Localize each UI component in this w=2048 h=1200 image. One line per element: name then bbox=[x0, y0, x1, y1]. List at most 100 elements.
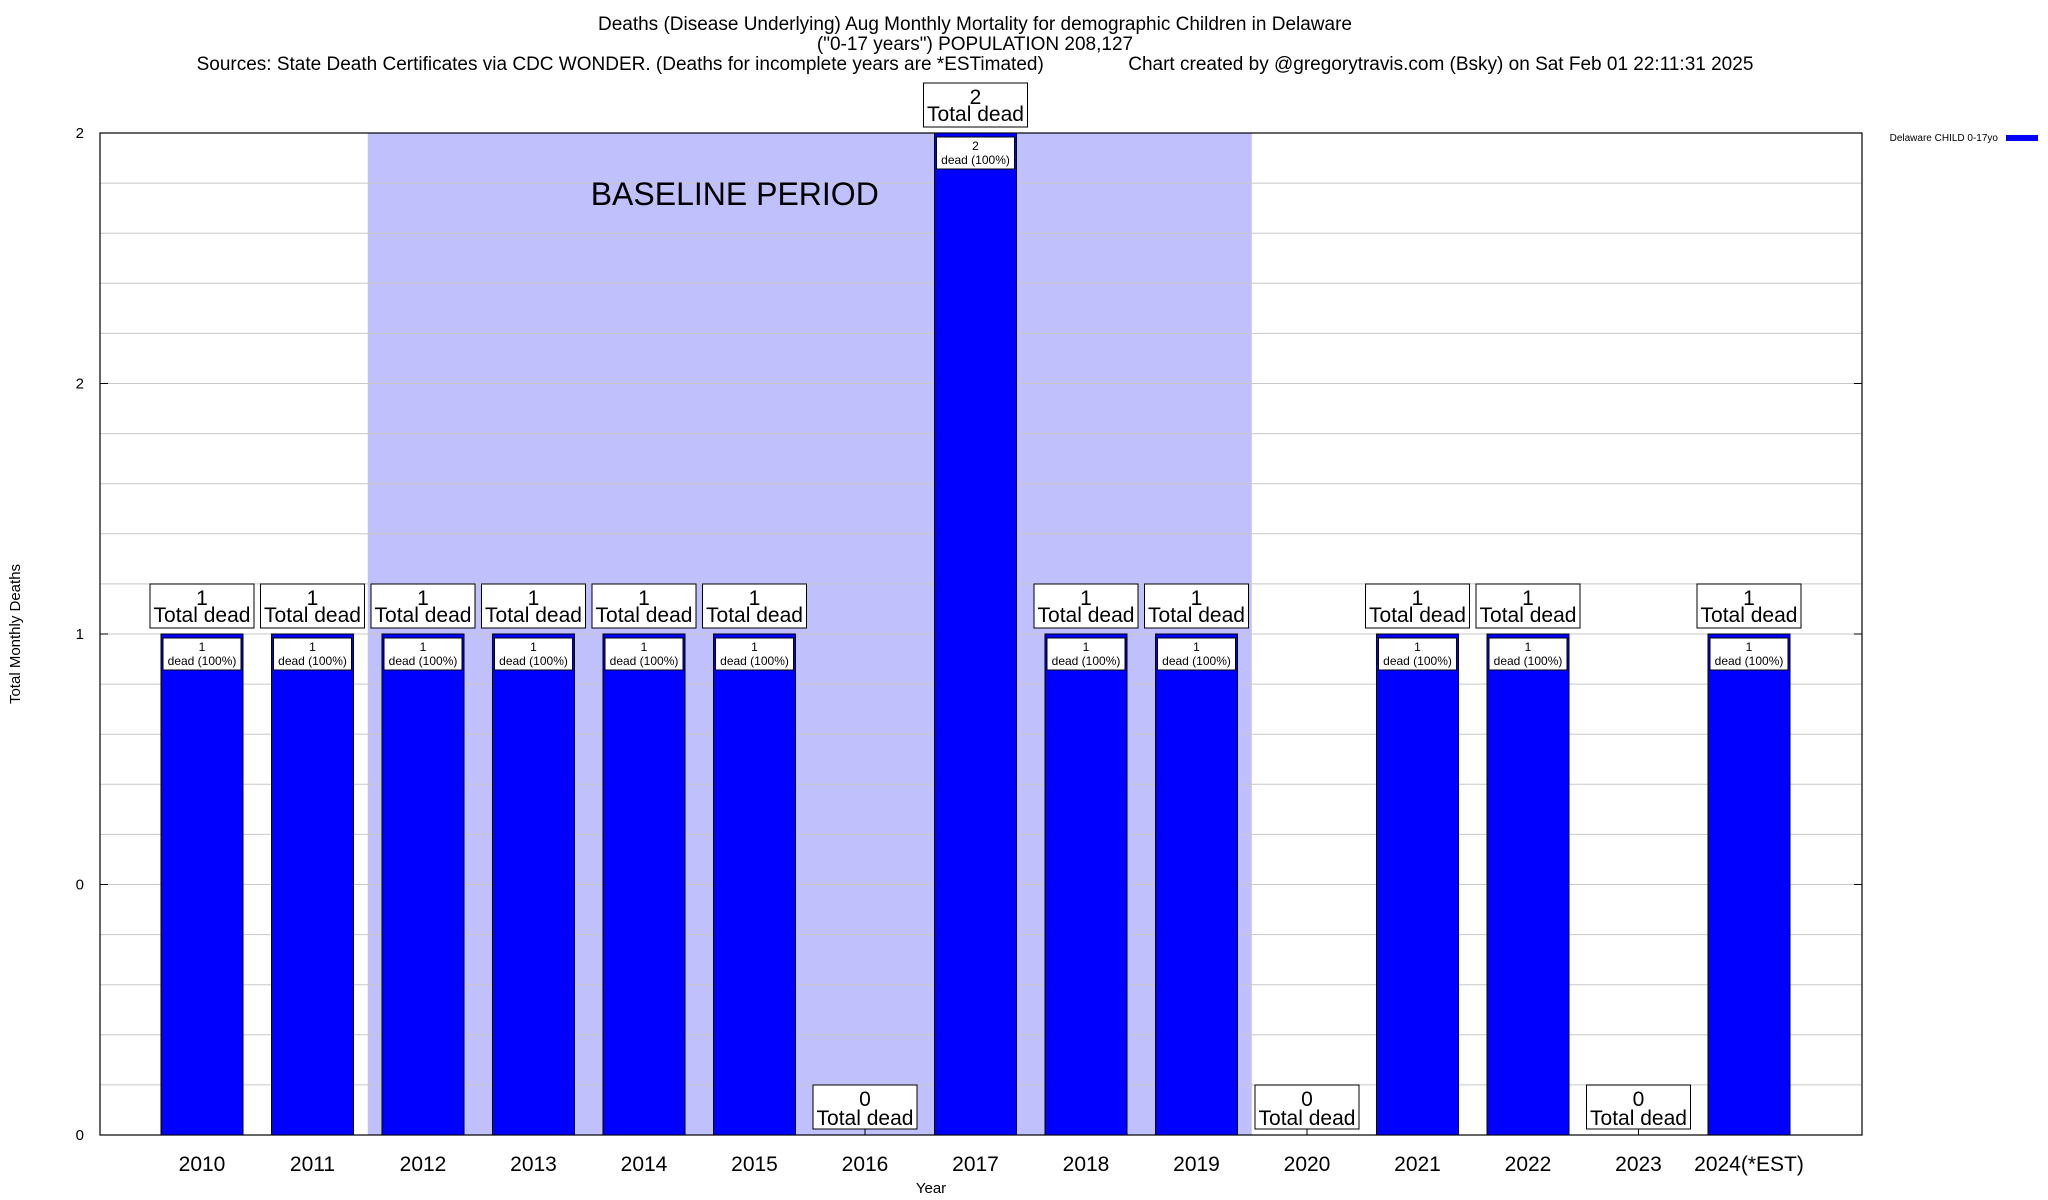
bar bbox=[1376, 633, 1459, 1136]
total-label-box bbox=[149, 583, 255, 629]
bar-percent-label: dead (100%) bbox=[499, 654, 568, 668]
total-label-box bbox=[1696, 583, 1802, 629]
total-label-box bbox=[591, 583, 697, 629]
bar-label-box bbox=[1157, 637, 1236, 671]
bar-label-box bbox=[494, 637, 573, 671]
total-text-label: Total dead bbox=[1038, 604, 1135, 627]
bar-percent-label: dead (100%) bbox=[1494, 654, 1563, 668]
bar-percent-label: dead (100%) bbox=[1162, 654, 1231, 668]
total-label-box bbox=[1475, 583, 1581, 629]
chart-subtitle: ("0-17 years") POPULATION 208,127 bbox=[816, 34, 1134, 55]
total-text-label: Total dead bbox=[485, 604, 582, 627]
total-text-label: Total dead bbox=[1480, 604, 1577, 627]
x-tick-label: 2021 bbox=[1394, 1153, 1441, 1176]
total-value-label: 1 bbox=[1191, 587, 1203, 610]
total-label-box bbox=[812, 1084, 918, 1130]
y-tick-label: 2 bbox=[76, 125, 84, 142]
total-label-box bbox=[260, 583, 365, 629]
total-value-label: 1 bbox=[1080, 587, 1092, 610]
total-value-label: 0 bbox=[1301, 1088, 1313, 1111]
x-tick-label: 2015 bbox=[731, 1153, 778, 1176]
bar bbox=[713, 633, 796, 1136]
bar-value-label: 1 bbox=[199, 640, 206, 654]
bar-percent-label: dead (100%) bbox=[1383, 654, 1452, 668]
bar-label-box bbox=[1488, 637, 1568, 671]
total-value-label: 1 bbox=[1412, 587, 1424, 610]
bar bbox=[271, 633, 354, 1136]
total-label-box bbox=[1254, 1084, 1360, 1130]
bar-percent-label: dead (100%) bbox=[168, 654, 237, 668]
bar-percent-label: dead (100%) bbox=[1715, 654, 1784, 668]
bar bbox=[1044, 633, 1128, 1136]
total-label-box bbox=[1365, 583, 1470, 629]
bar-percent-label: dead (100%) bbox=[610, 654, 679, 668]
total-text-label: Total dead bbox=[154, 604, 251, 627]
bar-label-box bbox=[1709, 637, 1789, 671]
total-value-label: 1 bbox=[1522, 587, 1534, 610]
total-text-label: Total dead bbox=[1369, 604, 1466, 627]
total-value-label: 1 bbox=[749, 587, 761, 610]
bar-value-label: 1 bbox=[1746, 640, 1753, 654]
y-tick-label: 2 bbox=[76, 376, 84, 393]
total-label-box bbox=[923, 82, 1028, 128]
total-label-box bbox=[370, 583, 476, 629]
y-tick-label: 1 bbox=[76, 626, 84, 643]
y-axis-label: Total Monthly Deaths bbox=[7, 564, 24, 704]
x-tick-label: 2022 bbox=[1505, 1153, 1552, 1176]
x-axis-label: Year bbox=[916, 1180, 946, 1197]
bar-percent-label: dead (100%) bbox=[1052, 654, 1121, 668]
bar-label-box bbox=[1378, 637, 1457, 671]
total-text-label: Total dead bbox=[927, 103, 1024, 126]
total-text-label: Total dead bbox=[1701, 604, 1798, 627]
total-value-label: 0 bbox=[1633, 1088, 1645, 1111]
bar-percent-label: dead (100%) bbox=[941, 153, 1010, 167]
bar-value-label: 1 bbox=[1193, 640, 1200, 654]
bar bbox=[934, 132, 1017, 1136]
bar bbox=[492, 633, 575, 1136]
total-text-label: Total dead bbox=[706, 604, 803, 627]
legend-label: Delaware CHILD 0-17yo bbox=[1890, 133, 1999, 144]
x-tick-label: 2012 bbox=[400, 1153, 447, 1176]
total-text-label: Total dead bbox=[596, 604, 693, 627]
bar-label-box bbox=[604, 637, 684, 671]
x-tick-label: 2024(*EST) bbox=[1694, 1153, 1804, 1176]
bar bbox=[602, 633, 686, 1136]
total-value-label: 1 bbox=[307, 587, 319, 610]
bar-label-box bbox=[936, 136, 1015, 170]
bar-label-box bbox=[162, 637, 242, 671]
bar-value-label: 1 bbox=[420, 640, 427, 654]
bar-value-label: 1 bbox=[1525, 640, 1532, 654]
y-tick-label: 0 bbox=[76, 877, 84, 894]
total-label-box bbox=[1144, 583, 1249, 629]
bar-label-box bbox=[383, 637, 463, 671]
total-value-label: 1 bbox=[1743, 587, 1755, 610]
bar-value-label: 1 bbox=[641, 640, 648, 654]
y-tick-label: 0 bbox=[76, 1127, 84, 1144]
bar bbox=[1486, 633, 1570, 1136]
chart-source-line: Sources: State Death Certificates via CD… bbox=[196, 54, 1754, 75]
bar-value-label: 1 bbox=[751, 640, 758, 654]
x-tick-label: 2018 bbox=[1063, 1153, 1110, 1176]
bar bbox=[160, 633, 244, 1136]
bar-percent-label: dead (100%) bbox=[389, 654, 458, 668]
total-label-box bbox=[702, 583, 807, 629]
x-tick-label: 2011 bbox=[290, 1153, 335, 1176]
total-text-label: Total dead bbox=[375, 604, 472, 627]
bar-label-box bbox=[273, 637, 352, 671]
total-text-label: Total dead bbox=[1590, 1107, 1687, 1130]
bar-label-box bbox=[715, 637, 794, 671]
x-tick-label: 2013 bbox=[510, 1153, 557, 1176]
x-tick-label: 2017 bbox=[952, 1153, 999, 1176]
total-value-label: 0 bbox=[859, 1088, 871, 1111]
bar-value-label: 1 bbox=[1414, 640, 1421, 654]
x-tick-label: 2014 bbox=[621, 1153, 668, 1176]
legend-swatch bbox=[2006, 135, 2038, 141]
x-tick-label: 2010 bbox=[179, 1153, 226, 1176]
x-tick-label: 2020 bbox=[1284, 1153, 1331, 1176]
chart-title: Deaths (Disease Underlying) Aug Monthly … bbox=[597, 14, 1352, 35]
total-label-box bbox=[1033, 583, 1139, 629]
total-value-label: 1 bbox=[528, 587, 540, 610]
bar-value-label: 1 bbox=[530, 640, 537, 654]
bar-percent-label: dead (100%) bbox=[278, 654, 347, 668]
